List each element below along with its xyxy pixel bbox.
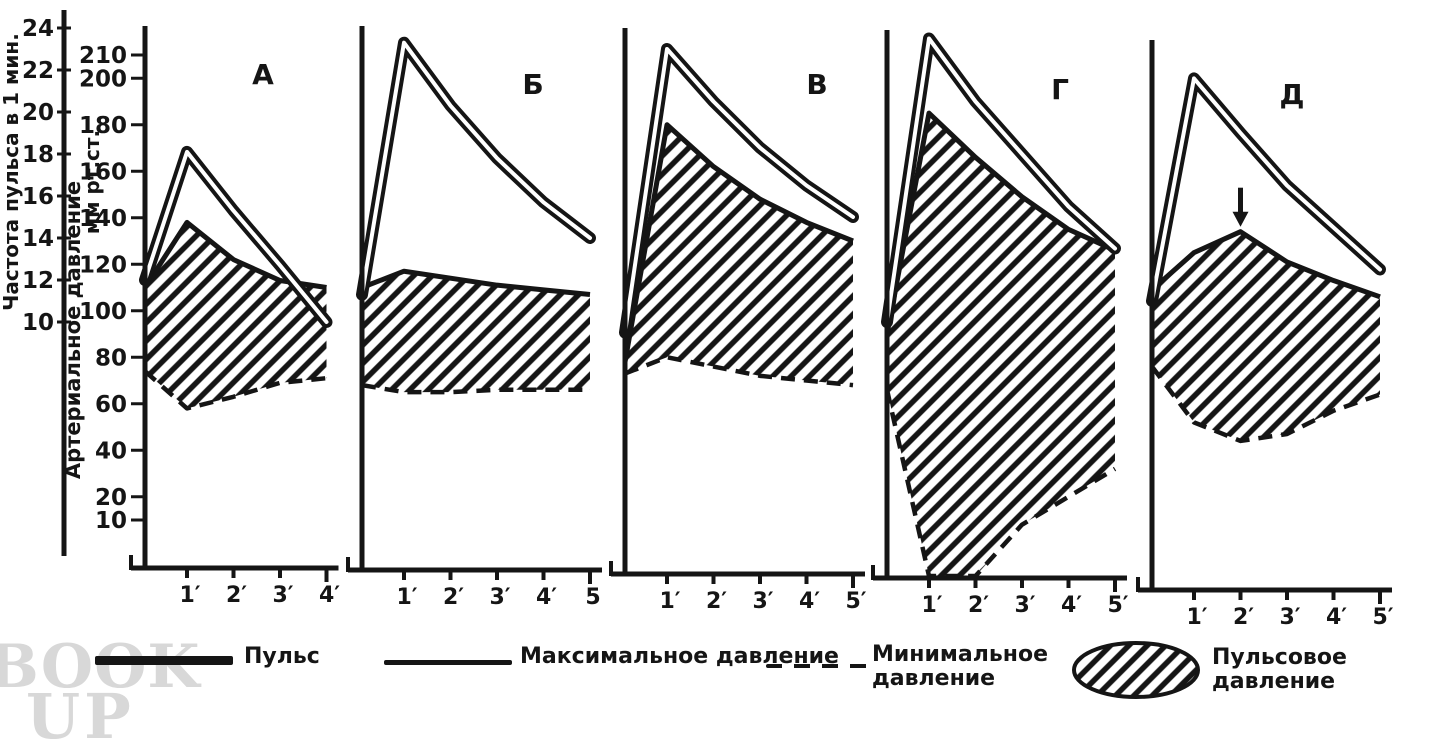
x-tick-label: 4′ [1326, 605, 1347, 630]
x-tick-label: 2′ [706, 589, 727, 614]
down-arrow-head [1232, 211, 1249, 227]
panel-Б: 1′ 2′ 3′ 4′ 5 Б [346, 26, 602, 610]
x-tick-label: 5′ [845, 589, 866, 614]
watermark-up: UP [26, 680, 135, 748]
panel-А: 1′ 2′ 3′ 4′ А [129, 26, 340, 608]
panel-letter: Д [1280, 78, 1305, 111]
legend-label-pulse-pressure-line1: Пульсовое [1212, 645, 1347, 670]
max-pressure-line [622, 122, 854, 363]
panel-В: 1′ 2′ 3′ 4′ 5′ В [609, 28, 867, 614]
pulse-tick-label: 18 [22, 142, 54, 168]
pulse-axis-title: Частота пульса в 1 мин. [0, 33, 23, 311]
x-tick-label: 5 [585, 585, 600, 610]
pressure-tick-label: 40 [95, 438, 127, 464]
pulse-line-swatch [95, 656, 233, 665]
pulse-tick-label: 22 [22, 58, 54, 84]
pulse-pressure-area [625, 124, 853, 386]
x-tick-label: 1′ [179, 583, 200, 608]
pulse-pressure-area [1152, 231, 1380, 441]
pressure-tick-label: 140 [79, 206, 127, 232]
panel-letter: Г [1051, 73, 1069, 106]
x-tick-label: 3′ [272, 583, 293, 608]
pressure-axis-title: Артериальное давление [61, 181, 85, 479]
x-tick-label: 2′ [226, 583, 247, 608]
max-pressure-line-swatch [384, 660, 512, 665]
max-pressure-line [361, 268, 591, 297]
min-pressure-line-swatch [766, 664, 868, 668]
pulse-line-core [1150, 76, 1382, 303]
pressure-tick-label: 60 [95, 392, 127, 418]
x-tick-label: 2′ [968, 593, 989, 618]
min-pressure-line [884, 389, 1117, 579]
pressure-tick-label: 160 [79, 159, 127, 185]
x-tick-label: 4′ [1061, 593, 1082, 618]
panel-letter: А [252, 58, 274, 91]
min-pressure-line [361, 382, 590, 395]
x-tick-label: 3′ [489, 585, 510, 610]
pulse-pressure-area [145, 222, 327, 409]
legend-label-pulse: Пульс [244, 644, 320, 669]
x-tick-label: 3′ [752, 589, 773, 614]
pulse-tick-label: 14 [22, 226, 54, 252]
pressure-tick-label: 180 [79, 113, 127, 139]
pulse-pressure-area [887, 113, 1115, 576]
max-pressure-line [884, 110, 1117, 335]
pressure-tick-label: 100 [79, 299, 127, 325]
watermark-book: BOOK [0, 632, 201, 702]
x-tick-label: 4′ [799, 589, 820, 614]
pressure-tick-label: 200 [79, 66, 127, 92]
x-tick-label: 4′ [319, 583, 340, 608]
pressure-tick-label: 120 [79, 252, 127, 278]
x-tick-label: 3′ [1014, 593, 1035, 618]
legend-label-pulse-pressure: Пульсовое давление [1212, 646, 1347, 694]
panel-Д: 1′ 2′ 3′ 4′ 5′ Д [1136, 40, 1394, 630]
legend-label-min-pressure-line1: Минимальное [872, 642, 1049, 667]
x-tick-label: 5′ [1107, 593, 1128, 618]
pulse-tick-label: 10 [22, 310, 54, 336]
pulse-tick-label: 24 [22, 16, 54, 42]
legend-label-pulse-pressure-line2: давление [1212, 669, 1336, 694]
max-pressure-line [1150, 229, 1381, 300]
pulse-line-core [885, 36, 1117, 324]
x-tick-label: 1′ [1186, 605, 1207, 630]
legend-label-min-pressure: Минимальное давление [872, 643, 1048, 691]
x-tick-label: 1′ [921, 593, 942, 618]
min-pressure-line [624, 355, 854, 388]
min-pressure-line [1150, 365, 1381, 444]
pulse-line-core [623, 47, 855, 335]
x-tick-label: 2′ [1233, 605, 1254, 630]
min-pressure-line [143, 369, 327, 411]
pressure-tick-label: 10 [95, 508, 127, 534]
pulse-line-core [143, 149, 329, 324]
panel-letter: Б [522, 68, 543, 101]
pulse-tick-label: 16 [22, 184, 54, 210]
x-tick-label: 5′ [1372, 605, 1393, 630]
pressure-tick-label: 20 [95, 485, 127, 511]
pulse-tick-label: 20 [22, 100, 54, 126]
x-tick-label: 3′ [1279, 605, 1300, 630]
pressure-axis-title-units: мм рт.ст. [80, 130, 104, 234]
legend-label-min-pressure-line2: давление [872, 666, 996, 691]
x-tick-label: 1′ [396, 585, 417, 610]
x-tick-label: 2′ [443, 585, 464, 610]
pulse-tick-label: 12 [22, 268, 54, 294]
pulse-pressure-area-swatch [1072, 641, 1200, 699]
x-tick-label: 4′ [536, 585, 557, 610]
panel-letter: В [806, 68, 827, 101]
pulse-line-core [360, 40, 592, 297]
panel-Г: 1′ 2′ 3′ 4′ 5′ Г [871, 30, 1129, 618]
pulse-pressure-area [362, 271, 590, 393]
x-tick-label: 1′ [659, 589, 680, 614]
pressure-tick-label: 80 [95, 345, 127, 371]
pressure-tick-label: 210 [79, 43, 127, 69]
